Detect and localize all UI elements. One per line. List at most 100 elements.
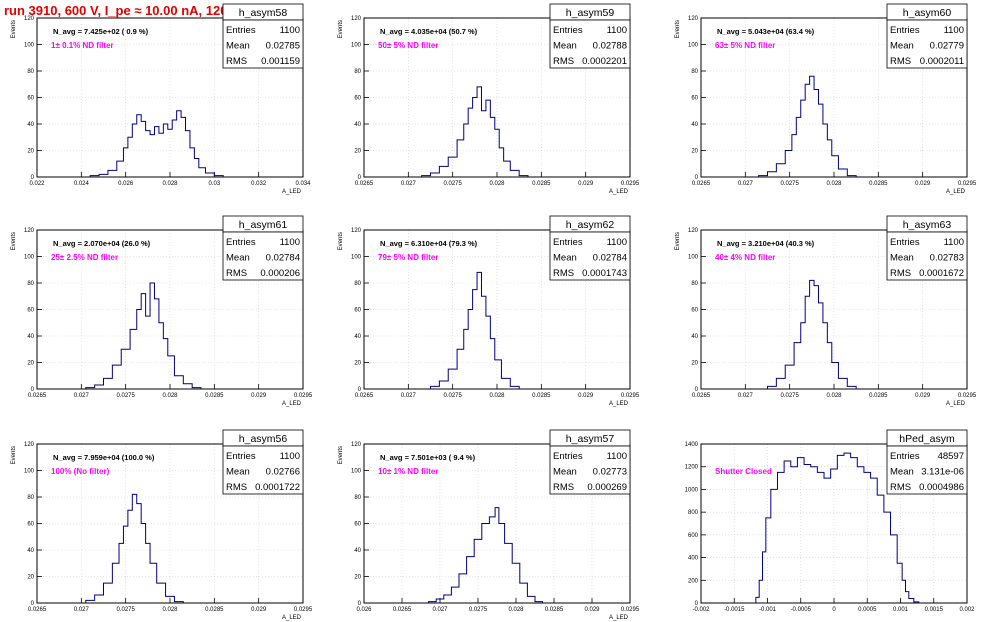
filter-annotation: 63± 5% ND filter (715, 41, 775, 50)
stats-value-mean: 0.02784 (593, 253, 627, 264)
x-tick-label: 0.0265 (692, 393, 711, 399)
y-tick-label: 40 (691, 334, 698, 340)
run-title: run 3910, 600 V, I_pe ≈ 10.00 nA, 120 Hz (4, 3, 247, 18)
y-axis-label: Events (11, 20, 17, 38)
stats-label-rms: RMS (553, 56, 574, 67)
x-tick-label: 0.027 (432, 607, 448, 613)
x-tick-label: 0.0275 (780, 393, 799, 399)
x-tick-label: 0.0295 (621, 181, 640, 187)
y-tick-label: 100 (688, 43, 699, 49)
filter-annotation: 40± 4% ND filter (715, 253, 775, 262)
x-axis-label: A_LED (282, 615, 302, 621)
stats-value-mean: 0.02773 (593, 467, 627, 478)
y-tick-label: 800 (688, 510, 699, 516)
x-tick-label: 0.0295 (294, 393, 313, 399)
y-tick-label: 60 (27, 308, 34, 314)
x-tick-label: 0.029 (915, 393, 931, 399)
x-tick-label: 0.027 (401, 181, 417, 187)
histogram-line (89, 110, 224, 177)
x-tick-label: 0.0265 (28, 607, 47, 613)
x-tick-label: 0.028 (162, 607, 178, 613)
x-tick-label: 0.026 (356, 607, 372, 613)
y-tick-label: 60 (354, 522, 361, 528)
stats-value-entries: 1100 (607, 25, 627, 36)
y-axis-label: Events (11, 232, 17, 250)
stats-value-entries: 1100 (607, 237, 627, 248)
histogram-name: h_asym59 (566, 7, 615, 19)
x-axis-label: A_LED (282, 189, 302, 195)
x-tick-label: 0.028 (162, 393, 178, 399)
x-tick-label: 0.0295 (294, 607, 313, 613)
stats-label-rms: RMS (890, 482, 911, 493)
histogram-line (767, 279, 857, 389)
x-tick-label: 0.0285 (869, 181, 888, 187)
histogram-panel-h_asym58: 0.022 0.024 0.026 0.028 0.03 0.032 0.034 0 20 40 6… (11, 3, 311, 195)
stats-box (549, 19, 631, 69)
stats-label-rms: RMS (890, 268, 911, 279)
y-tick-label: 80 (691, 281, 698, 287)
y-tick-label: 40 (27, 334, 34, 340)
stats-label-entries: Entries (226, 451, 256, 462)
y-tick-label: 80 (27, 495, 34, 501)
stats-label-entries: Entries (890, 237, 920, 248)
x-tick-label: 0.022 (29, 181, 45, 187)
stats-label-rms: RMS (553, 482, 574, 493)
x-tick-label: 0.028 (162, 181, 178, 187)
y-tick-label: 40 (354, 548, 361, 554)
x-axis-label: A_LED (282, 401, 302, 407)
stats-label-entries: Entries (890, 451, 920, 462)
x-tick-label: 0.027 (74, 607, 90, 613)
stats-label-rms: RMS (226, 482, 247, 493)
y-tick-label: 80 (354, 281, 361, 287)
y-tick-label: 40 (691, 122, 698, 128)
y-tick-label: 60 (354, 308, 361, 314)
filter-annotation: 79± 5% ND filter (378, 253, 438, 262)
x-tick-label: 0.0265 (355, 393, 374, 399)
stats-value-entries: 1100 (944, 25, 964, 36)
histogram-panel-h_asym61: 0.0265 0.027 0.0275 0.028 0.0285 0.029 0.0295 0… (11, 215, 313, 407)
stats-label-entries: Entries (553, 237, 583, 248)
x-tick-label: 0.0285 (545, 607, 564, 613)
stats-box (886, 231, 968, 281)
stats-label-mean: Mean (890, 253, 914, 264)
stats-value-rms: 0.0001722 (255, 482, 300, 493)
y-tick-label: 20 (354, 361, 361, 367)
y-tick-label: 100 (351, 255, 362, 261)
y-tick-label: 100 (688, 255, 699, 261)
n-avg-label: N_avg = 4.035e+04 (50.7 %) (380, 27, 478, 36)
stats-label-mean: Mean (553, 253, 577, 264)
stats-value-entries: 1100 (280, 237, 300, 248)
x-tick-label: 0.0275 (469, 607, 488, 613)
x-tick-label: 0.0265 (393, 607, 412, 613)
y-axis-label: Events (338, 20, 344, 38)
stats-label-mean: Mean (226, 41, 250, 52)
filter-annotation: 50± 5% ND filter (378, 41, 438, 50)
stats-value-mean: 3.131e-06 (921, 467, 964, 478)
histogram-panel-hPed_asym: -0.002 -0.0015 -0.001 -0.0005 0 0.0005 0.001 0.… (685, 429, 975, 613)
histogram-panel-h_asym63: 0.0265 0.027 0.0275 0.028 0.0285 0.029 0.0295 0… (675, 215, 977, 407)
stats-value-rms: 0.0002011 (920, 56, 964, 67)
x-tick-label: 0.0295 (621, 393, 640, 399)
stats-box (222, 19, 304, 69)
stats-value-mean: 0.02783 (930, 253, 964, 264)
histogram-line (758, 75, 857, 177)
filter-annotation: 1± 0.1% ND filter (51, 41, 114, 50)
y-axis-label: Events (675, 20, 681, 38)
x-tick-label: 0.027 (738, 393, 754, 399)
stats-value-entries: 48597 (938, 451, 964, 462)
histogram-line (755, 452, 920, 603)
stats-label-rms: RMS (890, 56, 911, 67)
stats-label-entries: Entries (553, 451, 583, 462)
stats-box (222, 231, 304, 281)
n-avg-label: N_avg = 2.070e+04 (26.0 %) (53, 239, 151, 248)
x-tick-label: 0.0265 (355, 181, 374, 187)
stats-box (549, 445, 631, 495)
stats-label-rms: RMS (226, 268, 247, 279)
n-avg-label: N_avg = 7.425e+02 ( 0.9 %) (53, 27, 149, 36)
filter-annotation: 100% (No filter) (51, 467, 110, 476)
y-tick-label: 0 (358, 175, 362, 181)
x-tick-label: 0.0015 (925, 607, 944, 613)
y-tick-label: 0 (695, 601, 699, 607)
y-tick-label: 0 (358, 387, 362, 393)
histogram-line (85, 493, 184, 603)
